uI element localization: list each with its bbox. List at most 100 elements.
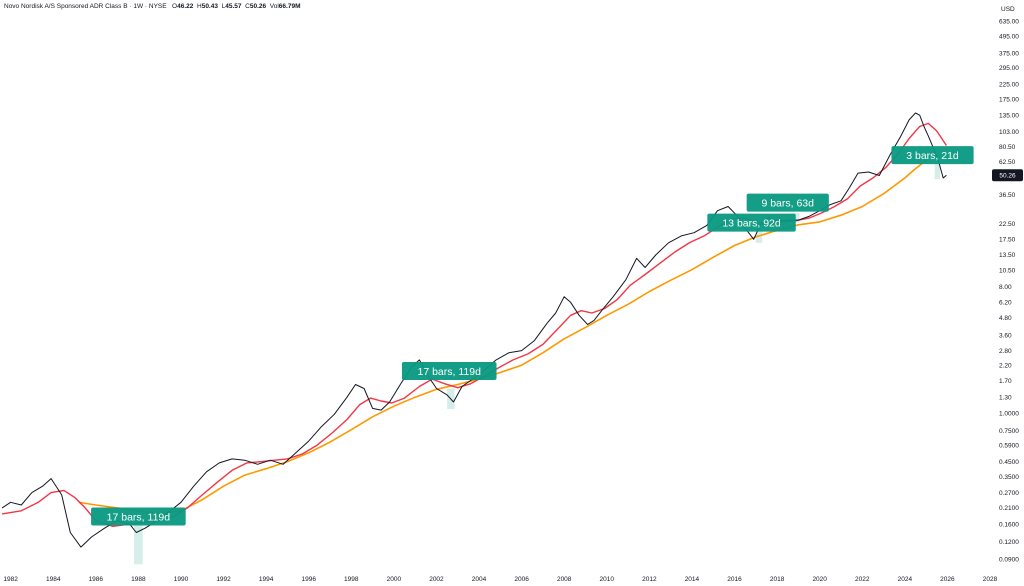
- annotation-box: [707, 213, 796, 232]
- x-tick-label: 2022: [855, 576, 870, 583]
- header-separator: ·: [144, 3, 149, 10]
- x-tick-label: 2002: [429, 576, 444, 583]
- x-tick-label: 1996: [301, 576, 316, 583]
- drawdown-annotation: 13 bars, 92d: [707, 213, 796, 232]
- x-tick-label: 1984: [46, 576, 61, 583]
- drawdown-annotation: 3 bars, 21d: [891, 146, 974, 165]
- chart-header: Novo Nordisk A/S Sponsored ADR Class B ·…: [4, 3, 300, 10]
- annotation-label: 17 bars, 119d: [418, 366, 482, 378]
- low-value: 45.57: [225, 3, 242, 10]
- drawdown-annotation: 17 bars, 119d: [91, 507, 186, 526]
- y-tick-label: 4.80: [999, 315, 1012, 322]
- drawdown-region: [934, 162, 940, 180]
- x-tick-label: 1994: [259, 576, 274, 583]
- long-moving-average-line: [78, 159, 927, 515]
- x-tick-label: 2000: [387, 576, 402, 583]
- annotation-label: 9 bars, 63d: [761, 197, 814, 209]
- x-tick-label: 2024: [898, 576, 913, 583]
- header-separator: ·: [129, 3, 134, 10]
- symbol-name: Novo Nordisk A/S Sponsored ADR Class B: [4, 3, 128, 10]
- y-tick-label: 22.50: [999, 221, 1016, 228]
- y-tick-label: 3.60: [999, 332, 1012, 339]
- annotation-label: 3 bars, 21d: [906, 150, 959, 162]
- y-tick-label: 0.4500: [999, 459, 1019, 466]
- y-tick-label: 8.00: [999, 284, 1012, 291]
- y-tick-label: 62.50: [999, 159, 1016, 166]
- x-tick-label: 1992: [216, 576, 231, 583]
- drawdown-annotation: 17 bars, 119d: [401, 361, 497, 380]
- y-tick-label: 13.50: [999, 252, 1016, 259]
- y-tick-label: 1.30: [999, 394, 1012, 401]
- y-tick-label: 2.20: [999, 362, 1012, 369]
- annotation-label: 13 bars, 92d: [722, 217, 781, 229]
- drawdown-annotation: 9 bars, 63d: [746, 193, 829, 212]
- annotation-box: [746, 193, 829, 212]
- currency-label: USD: [1001, 6, 1015, 13]
- close-value: 50.26: [249, 3, 267, 10]
- x-tick-label: 2020: [812, 576, 827, 583]
- low-label: L: [221, 3, 226, 10]
- y-tick-label: 635.00: [999, 18, 1019, 25]
- x-tick-label: 2016: [727, 576, 742, 583]
- x-tick-label: 2008: [557, 576, 572, 583]
- annotation-label: 17 bars, 119d: [107, 511, 171, 523]
- price-line: [1, 112, 947, 548]
- y-tick-label: 103.00: [999, 129, 1019, 136]
- annotation-layer: 17 bars, 119d 17 bars, 119d 13 bars, 92d 9 …: [91, 146, 974, 526]
- y-tick-label: 135.00: [999, 112, 1019, 119]
- y-tick-label: 225.00: [999, 81, 1019, 88]
- x-tick-label: 1986: [89, 576, 104, 583]
- high-label: H: [197, 3, 202, 10]
- volume-value: 66.79M: [278, 3, 301, 10]
- y-tick-label: 0.1200: [999, 539, 1019, 546]
- x-tick-label: 2006: [514, 576, 529, 583]
- y-tick-label: 17.50: [999, 236, 1016, 243]
- y-tick-label: 0.5900: [999, 442, 1019, 449]
- y-tick-label: 0.1600: [999, 522, 1019, 529]
- x-tick-label: 1988: [131, 576, 146, 583]
- time-axis[interactable]: 1982 1984 1986 1988 1990 1992 1994 1996 1998 2000…: [3, 576, 997, 583]
- y-tick-label: 375.00: [999, 50, 1019, 57]
- drawdown-region: [794, 212, 800, 223]
- y-tick-label: 36.50: [999, 192, 1016, 199]
- x-tick-label: 2028: [983, 576, 998, 583]
- x-tick-label: 1998: [344, 576, 359, 583]
- series-layer: [1, 112, 947, 548]
- y-tick-label: 0.3500: [999, 474, 1019, 481]
- x-tick-label: 1990: [174, 576, 189, 583]
- x-tick-label: 2014: [685, 576, 700, 583]
- y-tick-label: 495.00: [999, 34, 1019, 41]
- exchange-label: NYSE: [148, 3, 167, 10]
- y-tick-label: 6.20: [999, 299, 1012, 306]
- annotation-box: [91, 507, 186, 526]
- y-tick-label: 1.70: [999, 378, 1012, 385]
- y-tick-label: 10.50: [999, 267, 1016, 274]
- y-tick-label: 0.2100: [999, 505, 1019, 512]
- y-tick-label: 1.0000: [999, 410, 1019, 417]
- y-tick-label: 295.00: [999, 65, 1019, 72]
- x-tick-label: 2004: [472, 576, 487, 583]
- y-tick-label: 175.00: [999, 97, 1019, 104]
- annotation-box: [401, 361, 497, 380]
- open-label: O: [172, 3, 178, 10]
- short-moving-average-line: [1, 122, 947, 527]
- annotation-box: [891, 146, 974, 165]
- x-tick-label: 2012: [642, 576, 657, 583]
- price-axis[interactable]: USD 0.0900 0.1200 0.1600 0.2100 0.2700 0.3500…: [999, 6, 1019, 564]
- x-tick-label: 2018: [770, 576, 785, 583]
- open-value: 46.22: [177, 3, 194, 10]
- y-tick-label: 0.2700: [999, 490, 1019, 497]
- drawdown-region: [134, 522, 143, 565]
- last-price-marker: 50.26: [992, 169, 1023, 182]
- last-price-badge: [992, 169, 1023, 182]
- y-tick-label: 80.50: [999, 144, 1016, 151]
- x-tick-label: 1982: [3, 576, 18, 583]
- y-tick-label: 0.0900: [999, 557, 1019, 564]
- y-tick-label: 2.80: [999, 348, 1012, 355]
- timeframe-label[interactable]: 1W: [133, 3, 144, 10]
- volume-label: Vol: [269, 3, 279, 10]
- high-value: 50.43: [201, 3, 218, 10]
- close-label: C: [245, 3, 250, 10]
- x-tick-label: 2010: [600, 576, 615, 583]
